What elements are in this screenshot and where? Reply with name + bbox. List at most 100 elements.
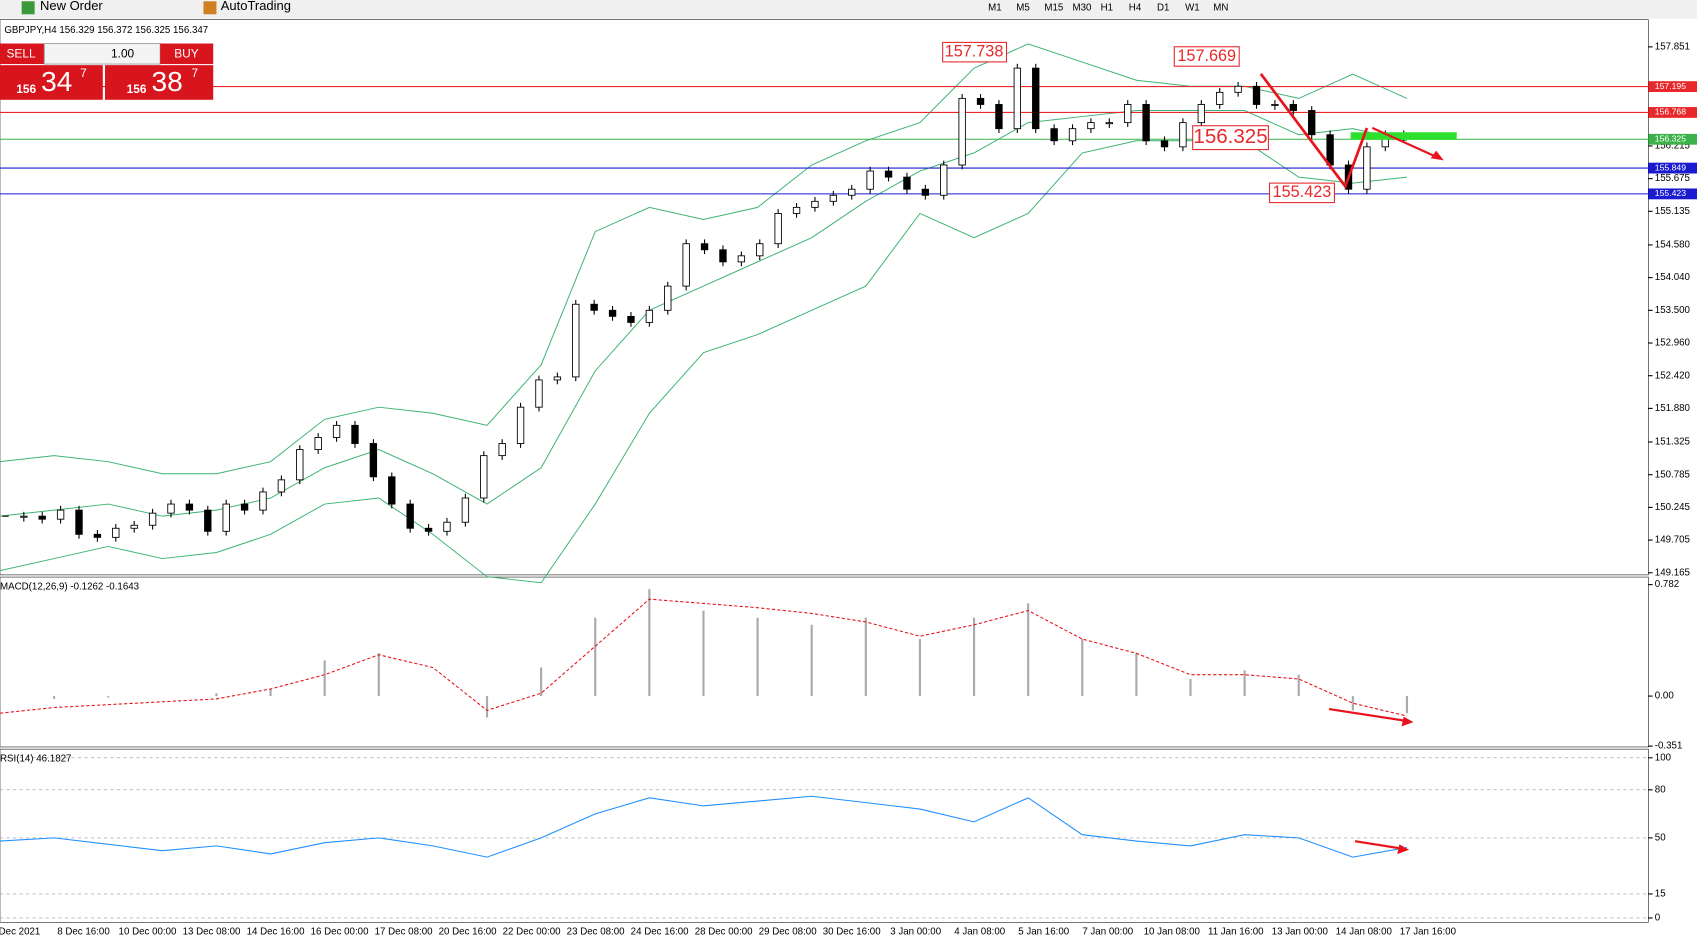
y-tick-label: 154.580 (1655, 240, 1691, 251)
rsi-line (0, 795, 1408, 858)
macd-bar (918, 639, 922, 697)
timeframe[interactable]: D1 (1157, 2, 1169, 13)
timeframe[interactable]: MN (1213, 2, 1228, 13)
y-tick-label: 50 (1655, 832, 1666, 843)
x-tick-label: 20 Dec 16:00 (439, 927, 497, 938)
candle (645, 309, 654, 323)
highlight-bar (1350, 132, 1457, 140)
new-order-icon[interactable] (21, 1, 35, 15)
candle (424, 527, 433, 532)
candle (204, 509, 212, 532)
x-tick-label: 7 Jan 00:00 (1082, 927, 1133, 938)
sell-button[interactable] (0, 43, 45, 65)
x-tick-label: 22 Dec 00:00 (503, 927, 561, 938)
timeframe[interactable]: M1 (988, 2, 1002, 13)
timeframe[interactable]: M5 (1016, 2, 1030, 13)
buy-button[interactable] (160, 43, 214, 65)
x-tick-label: 11 Jan 16:00 (1208, 927, 1264, 938)
buy-text[interactable]: BUY (174, 46, 199, 60)
candle (811, 200, 819, 208)
timeframe[interactable]: M30 (1073, 2, 1093, 13)
auto-trading-icon[interactable] (203, 1, 217, 15)
candle (130, 524, 138, 529)
rsi-frame (0, 748, 1649, 923)
buy-price[interactable] (104, 65, 214, 100)
candle (277, 479, 286, 493)
sell-text[interactable]: SELL (6, 46, 35, 60)
y-tick-label: 151.325 (1655, 437, 1690, 448)
candle (351, 424, 359, 444)
candle (38, 515, 46, 520)
x-tick-label: 14 Jan 08:00 (1336, 927, 1393, 938)
candle (1105, 122, 1114, 125)
toolbar (0, 0, 1697, 19)
price-level-tag (1648, 107, 1697, 118)
candle (700, 243, 709, 251)
candle (461, 497, 470, 523)
candle (792, 206, 801, 214)
candle (56, 509, 65, 520)
buy-big: 156 (127, 82, 147, 96)
annotation: 156.325 (1193, 125, 1267, 148)
candle (553, 376, 562, 381)
candle (1160, 140, 1169, 148)
candle (112, 527, 120, 538)
macd-bar (1405, 696, 1409, 714)
new-order[interactable]: New Order (40, 0, 103, 13)
y-tick-label: 80 (1655, 784, 1666, 795)
candle (1271, 104, 1279, 106)
macd-bar (53, 696, 56, 699)
sell-price[interactable] (0, 65, 103, 100)
candle (535, 379, 543, 408)
price-level-label: 156.325 (1655, 134, 1686, 144)
x-tick-label: 13 Jan 00:00 (1272, 927, 1329, 938)
candle (1216, 91, 1224, 105)
candle (1032, 67, 1040, 130)
macd-bar (972, 617, 976, 697)
candle (1252, 85, 1261, 105)
sell-big: 156 (16, 82, 36, 96)
timeframe[interactable]: W1 (1185, 2, 1200, 13)
sell-main: 34 (41, 66, 72, 97)
macd-bar (323, 660, 326, 697)
candle (903, 176, 911, 190)
macd-bar (485, 696, 489, 718)
drawn-arrow (1371, 126, 1440, 160)
candle (1124, 104, 1132, 124)
auto-trading[interactable]: AutoTrading (221, 0, 291, 13)
candle (406, 503, 414, 529)
candle (940, 164, 948, 196)
candle (737, 255, 746, 263)
y-tick-label: 15 (1655, 889, 1666, 900)
bollinger-band (0, 110, 1408, 517)
candle (627, 315, 635, 323)
macd-bar (864, 617, 867, 697)
lots-field[interactable] (43, 42, 161, 65)
x-tick-label: 24 Dec 16:00 (631, 927, 689, 938)
macd-bar (269, 688, 272, 697)
candle (1068, 128, 1077, 142)
chart-label: GBPJPY,H4 156.329 156.372 156.325 156.34… (4, 25, 208, 36)
drawn-arrow (1328, 708, 1408, 723)
macd-bar (1243, 670, 1246, 697)
x-tick-label: 10 Dec 00:00 (119, 927, 177, 938)
macd-bar (1189, 678, 1192, 697)
timeframe[interactable]: H1 (1101, 2, 1113, 13)
candle (976, 97, 985, 105)
lots[interactable]: 1.00 (111, 46, 135, 60)
timeframe[interactable]: M15 (1044, 2, 1063, 13)
candle (148, 512, 157, 526)
candle (1289, 104, 1297, 111)
macd-bar (756, 617, 759, 697)
x-tick-label: Dec 2021 (0, 927, 40, 938)
price-level-label: 156.768 (1655, 107, 1686, 117)
candle (443, 521, 451, 532)
candle (608, 309, 617, 317)
x-tick-label: 23 Dec 08:00 (567, 927, 625, 938)
y-tick-label: 157.851 (1655, 41, 1690, 52)
timeframe[interactable]: H4 (1129, 2, 1142, 13)
candle (995, 104, 1003, 130)
candle (664, 285, 672, 311)
